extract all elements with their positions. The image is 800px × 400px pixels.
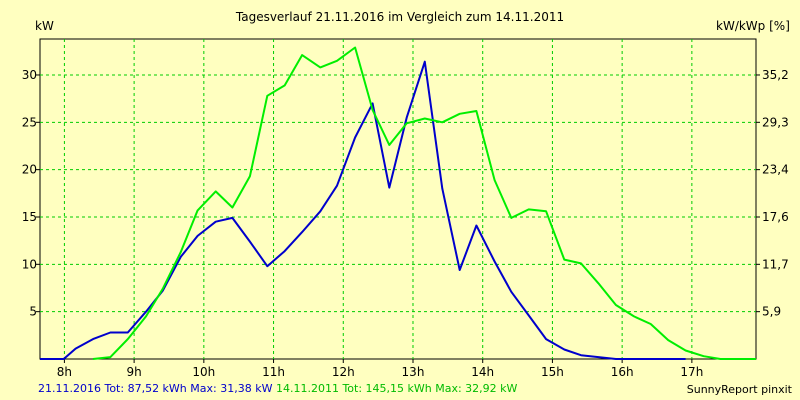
plot-frame [39,38,757,360]
y-tick-label-right: 17,6 [762,210,789,224]
series-line-14-11-2011 [92,46,756,360]
x-tick-label: 9h [126,365,141,379]
summary-2011: 14.11.2011 Tot: 145,15 kWh Max: 32,92 kW [275,382,518,395]
series-line-21-11-2016 [40,60,686,360]
x-tick-label: 17h [680,365,703,379]
y-tick-label-right: 11,7 [762,257,789,271]
y-tick-label-left: 10 [22,257,37,271]
y-tick-label-left: 30 [22,68,37,82]
y-tick-label-left: 25 [22,115,37,129]
y-tick-label-right: 35,2 [762,68,789,82]
summary-footer: 21.11.2016 Tot: 87,52 kWh Max: 31,38 kW … [38,382,517,395]
x-tick-label: 14h [471,365,494,379]
y-axis-label-right: kW/kWp [%] [716,19,790,33]
y-tick-label-left: 15 [22,210,37,224]
y-tick-label-right: 29,3 [762,115,789,129]
y-axis-label-left: kW [35,19,54,33]
y-tick-label-left: 5 [29,305,37,319]
x-tick-label: 8h [57,365,72,379]
x-tick-label: 13h [402,365,425,379]
x-tick-label: 16h [611,365,634,379]
y-tick-label-right: 5,9 [762,305,781,319]
credit-label: SunnyReport pinxit [686,383,792,396]
summary-2016: 21.11.2016 Tot: 87,52 kWh Max: 31,38 kW [38,382,273,395]
y-tick-label-right: 23,4 [762,163,789,177]
x-tick-label: 11h [262,365,285,379]
chart-title: Tagesverlauf 21.11.2016 im Vergleich zum… [235,10,565,24]
x-tick-label: 12h [332,365,355,379]
y-tick-label-left: 20 [22,163,37,177]
x-tick-label: 15h [541,365,564,379]
x-tick-label: 10h [192,365,215,379]
